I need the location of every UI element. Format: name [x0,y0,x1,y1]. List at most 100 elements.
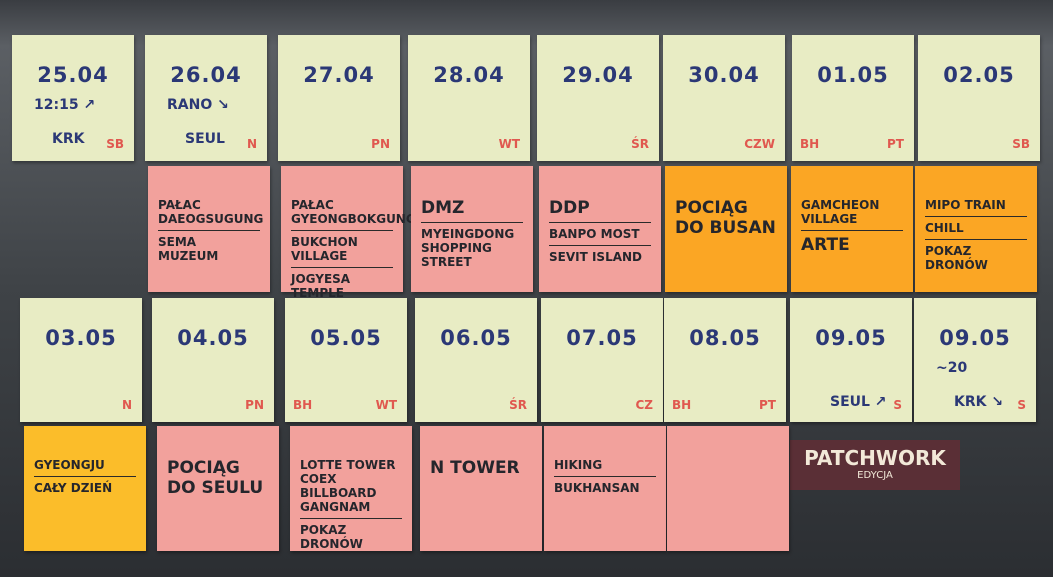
sticky-note: PAŁAC GYEONGBOKGUNG BUKCHON VILLAGE JOGYES… [281,166,416,300]
note-place: SEUL [185,131,225,147]
sticky-note: 25.04 12:15 ↗ KRK SB [12,35,134,161]
note-date: 02.05 [943,63,1015,87]
note-day: WT [375,398,397,412]
note-date: 04.05 [177,326,249,350]
sticky-note: DDP BANPO MOST SEVIT ISLAND [539,166,661,292]
note-time: ~20 [936,360,968,376]
note-day: SB [106,137,124,151]
note-date: 05.05 [310,326,382,350]
activity: GYEONGJU [34,454,136,477]
activity: PAŁAC DAEOGSUGUNG [158,194,263,231]
activity: POCIĄG DO BUSAN [675,198,776,238]
sticky-note: 28.04 WT [408,35,530,161]
activity-list: PAŁAC DAEOGSUGUNG SEMA MUZEUM [158,194,263,267]
sticky-note: PAŁAC DAEOGSUGUNG SEMA MUZEUM [148,166,270,292]
activity-list: DMZ MYEINGDONG SHOPPING STREET [421,194,523,273]
sticky-note: 06.05 ŚR [415,298,537,422]
activity-list: GYEONGJU CAŁY DZIEŃ [34,454,136,499]
note-date: 27.04 [303,63,375,87]
sticky-note: 29.04 ŚR [537,35,659,161]
activity: BANPO MOST [549,223,651,246]
sticky-note: N TOWER [420,426,542,551]
sticky-note: 05.05 WT BH [285,298,407,422]
activity-list: GAMCHEON VILLAGE ARTE [801,194,903,259]
activity-list: POCIĄG DO BUSAN [675,194,777,242]
note-day: ŚR [509,398,527,412]
game-title: PATCHWORK [804,446,946,470]
note-place: KRK [52,131,85,147]
note-date: 07.05 [566,326,638,350]
note-day: PT [887,137,904,151]
note-date: 08.05 [689,326,761,350]
sticky-note: 02.05 SB [918,35,1040,161]
sticky-note: 26.04 RANO ↘ SEUL N [145,35,267,161]
note-day: S [893,398,902,412]
activity: GAMCHEON VILLAGE [801,194,903,231]
note-day: WT [498,137,520,151]
sticky-note [667,426,789,551]
activity: BUKHANSAN [554,481,640,495]
activity: ARTE [801,235,850,255]
activity: DMZ [421,194,523,223]
activity-list: DDP BANPO MOST SEVIT ISLAND [549,194,651,268]
note-day: SB [1012,137,1030,151]
activity-list: POCIĄG DO SEULU [167,454,269,502]
note-day: CZ [635,398,653,412]
note-day: ŚR [631,137,649,151]
activity: SEMA MUZEUM [158,235,219,263]
note-day: PN [245,398,264,412]
sticky-note: 03.05 N [20,298,142,422]
note-date: 03.05 [45,326,117,350]
sticky-note: MIPO TRAIN CHILL POKAZ DRONÓW [915,166,1037,292]
note-place: KRK ↘ [954,394,1004,410]
activity: MYEINGDONG SHOPPING STREET [421,227,515,269]
note-time: 12:15 ↗ [34,97,96,113]
note-date: 28.04 [433,63,505,87]
activity-list: N TOWER [430,454,532,482]
note-day: PN [371,137,390,151]
activity: HIKING [554,454,656,477]
note-day: N [246,137,257,151]
activity: DDP [549,194,651,223]
activity: PAŁAC GYEONGBOKGUNG [291,194,416,231]
sticky-note: GYEONGJU CAŁY DZIEŃ [24,426,146,551]
note-mark: BH [800,137,820,151]
sticky-note: DMZ MYEINGDONG SHOPPING STREET [411,166,533,292]
activity: CHILL [925,217,1027,240]
note-date: 06.05 [440,326,512,350]
note-day: CZW [744,137,775,151]
activity: POKAZ DRONÓW [925,244,988,272]
sticky-note: 01.05 PT BH [792,35,914,161]
game-edition: EDYCJA [857,470,893,481]
sticky-note: 04.05 PN [152,298,274,422]
note-mark: BH [672,398,692,412]
sticky-note: 08.05 PT BH [664,298,786,422]
activity: POCIĄG DO SEULU [167,458,264,498]
activity-list: PAŁAC GYEONGBOKGUNG BUKCHON VILLAGE JOGYES… [291,194,416,304]
sticky-note: 07.05 CZ [541,298,663,422]
note-date: 26.04 [170,63,242,87]
sticky-note: 09.05 SEUL ↗ S [790,298,912,422]
activity-list: HIKING BUKHANSAN [554,454,656,499]
activity: JOGYESA TEMPLE [291,272,351,300]
note-day: S [1017,398,1026,412]
note-mark: BH [293,398,313,412]
sticky-note: HIKING BUKHANSAN [544,426,666,551]
note-day: PT [759,398,776,412]
game-box: PATCHWORK EDYCJA [790,440,960,490]
note-date: 09.05 [815,326,887,350]
activity-list: LOTTE TOWER COEX BILLBOARD GANGNAM POKAZ … [300,454,402,555]
sticky-note: LOTTE TOWER COEX BILLBOARD GANGNAM POKAZ … [290,426,412,551]
note-date: 09.05 [939,326,1011,350]
activity: MIPO TRAIN [925,194,1027,217]
activity: CAŁY DZIEŃ [34,481,113,495]
sticky-note: 09.05 ~20 KRK ↘ S [914,298,1036,422]
activity: BUKCHON VILLAGE [291,231,393,268]
sticky-note: POCIĄG DO SEULU [157,426,279,551]
note-time: RANO ↘ [167,97,229,113]
note-day: N [121,398,132,412]
sticky-note: POCIĄG DO BUSAN [665,166,787,292]
note-date: 01.05 [817,63,889,87]
activity: POKAZ DRONÓW [300,523,363,551]
